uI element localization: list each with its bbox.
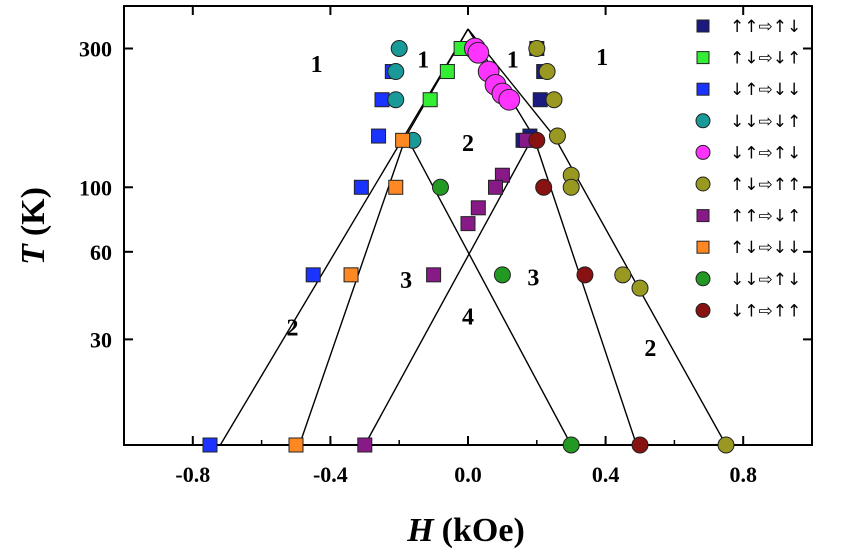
x-axis-symbol: H (406, 512, 435, 549)
x-tick-label: 0.8 (729, 462, 757, 487)
legend-label: ↓↑⇨↓↓ (730, 80, 801, 100)
data-point-circle (528, 40, 546, 58)
data-point-square (288, 437, 304, 453)
data-point-circle (614, 266, 632, 284)
legend-marker-circle (695, 271, 711, 287)
region-label: 2 (287, 315, 299, 341)
region-labels: 1 1 1 1 2 2 2 3 3 4 (287, 45, 657, 362)
data-point-circle (538, 63, 556, 81)
legend-marker-circle (695, 113, 711, 129)
x-axis-unit: (kOe) (442, 512, 525, 549)
data-point-square (395, 132, 411, 148)
legend-marker-circle (695, 302, 711, 318)
phase-line-6 (364, 135, 535, 446)
legend-marker-square (696, 209, 710, 223)
region-label: 3 (527, 265, 539, 291)
data-point-square (422, 92, 438, 108)
data-point-circle (493, 266, 511, 284)
y-tick-label: 100 (79, 175, 112, 200)
region-label: 2 (644, 336, 656, 362)
x-tick-label: 0.0 (454, 462, 482, 487)
region-label: 2 (462, 131, 474, 157)
data-point-circle (631, 279, 649, 297)
data-markers (202, 37, 735, 454)
region-label: 3 (400, 268, 412, 294)
phase-line-1 (219, 28, 469, 446)
legend-marker-square (696, 240, 710, 254)
y-tick-label: 300 (79, 37, 112, 62)
data-point-circle (535, 178, 553, 196)
legend-label: ↑↓⇨↑↑ (730, 175, 801, 195)
y-axis: 30 60 100 300 (79, 37, 812, 352)
legend-marker-square (696, 82, 710, 96)
y-tick-label: 60 (90, 240, 112, 265)
legend-label: ↓↑⇨↑↓ (730, 143, 801, 163)
region-label: 1 (507, 47, 519, 73)
legend-label: ↑↑⇨↑↓ (730, 17, 801, 37)
phase-boundary-lines (219, 28, 727, 446)
data-point-square (343, 267, 359, 283)
data-point-circle (387, 91, 405, 109)
x-axis: -0.8 -0.4 0.0 0.4 0.8 (123, 6, 813, 487)
data-point-circle (562, 178, 580, 196)
region-label: 1 (417, 47, 429, 73)
data-point-circle (576, 266, 594, 284)
y-axis-title: T (K) (15, 187, 52, 265)
data-point-square (488, 179, 504, 195)
legend-label: ↑↓⇨↓↓ (730, 238, 801, 258)
y-axis-symbol: T (15, 243, 52, 265)
legend-label: ↓↓⇨↓↑ (730, 112, 801, 132)
legend-label: ↓↑⇨↑↑ (730, 301, 801, 321)
y-axis-unit: (K) (15, 187, 52, 236)
legend-marker-square (696, 51, 710, 65)
phase-line-2 (298, 28, 469, 446)
y-tick-label: 30 (90, 327, 112, 352)
data-point-square (460, 216, 476, 232)
x-tick-label: 0.4 (592, 462, 620, 487)
legend-label: ↑↓⇨↓↑ (730, 49, 801, 69)
data-point-circle (545, 91, 563, 109)
data-point-circle (467, 41, 490, 64)
legend-marker-circle (695, 176, 711, 192)
legend-label: ↓↓⇨↑↓ (730, 270, 801, 290)
data-point-circle (562, 436, 580, 454)
data-point-circle (498, 88, 521, 111)
data-point-square (202, 437, 218, 453)
legend-marker-circle (695, 144, 711, 160)
data-point-square (388, 179, 404, 195)
data-point-circle (387, 63, 405, 81)
region-label: 1 (596, 45, 608, 71)
data-point-square (374, 92, 390, 108)
legend-label: ↑↑⇨↓↑ (730, 207, 801, 227)
data-point-circle (631, 436, 649, 454)
data-point-square (532, 92, 548, 108)
data-point-circle (390, 40, 408, 58)
data-point-square (353, 179, 369, 195)
x-axis-title: H (kOe) (406, 512, 525, 549)
data-point-square (305, 267, 321, 283)
x-tick-label: -0.8 (175, 462, 210, 487)
data-point-square (470, 200, 486, 216)
x-tick-label: -0.4 (313, 462, 348, 487)
data-point-circle (528, 131, 546, 149)
data-point-circle (431, 178, 449, 196)
data-point-circle (548, 127, 566, 145)
data-point-square (371, 128, 387, 144)
data-point-circle (717, 436, 735, 454)
data-point-square (426, 267, 442, 283)
region-label: 1 (311, 52, 323, 78)
data-point-square (357, 437, 373, 453)
legend-marker-square (696, 19, 710, 33)
data-point-square (439, 64, 455, 80)
legend: ↑↑⇨↑↓ ↑↓⇨↓↑ ↓↑⇨↓↓ ↓↓⇨↓↑ ↓↑⇨↑↓ ↑↓⇨↑↑ ↑↑⇨↓↑ ↑↓⇨↓↓… (695, 17, 801, 321)
region-label: 4 (462, 304, 474, 330)
